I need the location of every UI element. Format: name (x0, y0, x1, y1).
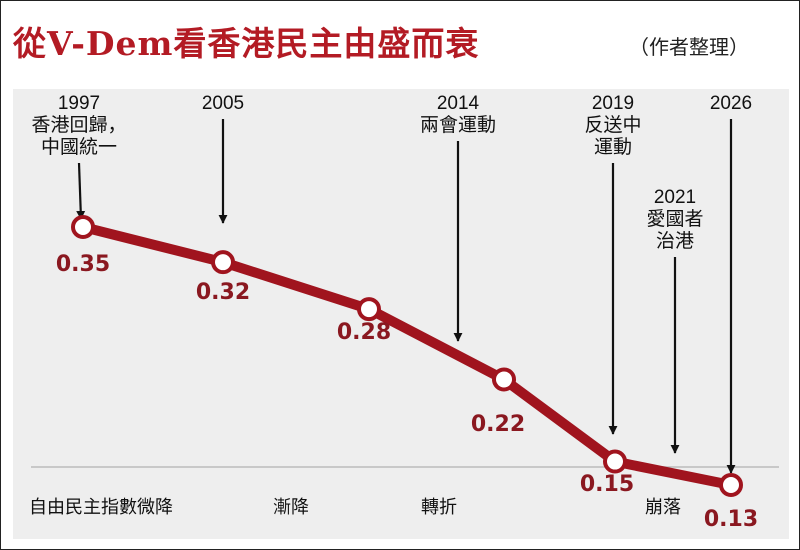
phase-label: 自由民主指數微降 (29, 497, 173, 518)
event-label: 2014 (437, 93, 480, 114)
value-label: 0.28 (337, 320, 391, 345)
event-label: 運動 (594, 136, 632, 158)
event-label: 反送中 (584, 114, 641, 136)
data-point (357, 297, 381, 322)
data-point (719, 473, 743, 497)
event-label: 兩會運動 (420, 114, 496, 136)
plot-area (13, 89, 789, 539)
chart-title: 從V-Dem看香港民主由盛而衰 (13, 24, 480, 63)
data-point (603, 449, 627, 474)
phase-label: 崩落 (645, 497, 681, 518)
event-label: 香港回歸， (31, 114, 126, 136)
value-label: 0.32 (196, 280, 250, 305)
event-arrow (76, 162, 86, 220)
value-label: 0.22 (471, 412, 525, 437)
event-label: 2026 (710, 93, 752, 114)
value-label: 0.13 (704, 507, 758, 532)
event-label: 1997 (58, 93, 100, 114)
value-label: 0.35 (56, 252, 110, 277)
event-label: 中國統一 (41, 136, 117, 158)
event-label: 治港 (656, 230, 694, 252)
value-label: 0.15 (580, 472, 634, 497)
event-annotation: 2026 (710, 93, 752, 474)
data-point (492, 367, 516, 392)
data-point (211, 250, 235, 275)
event-annotation: 2005 (202, 93, 244, 224)
source-credit: （作者整理） (629, 35, 749, 59)
phase-label: 轉折 (421, 497, 457, 518)
event-label: 2019 (592, 93, 634, 114)
data-point (71, 215, 95, 239)
series-line (78, 222, 736, 490)
event-label: 2005 (202, 93, 244, 114)
event-label: 2021 (654, 187, 696, 208)
phase-label: 漸降 (273, 497, 309, 518)
event-label: 愛國者 (646, 208, 703, 230)
